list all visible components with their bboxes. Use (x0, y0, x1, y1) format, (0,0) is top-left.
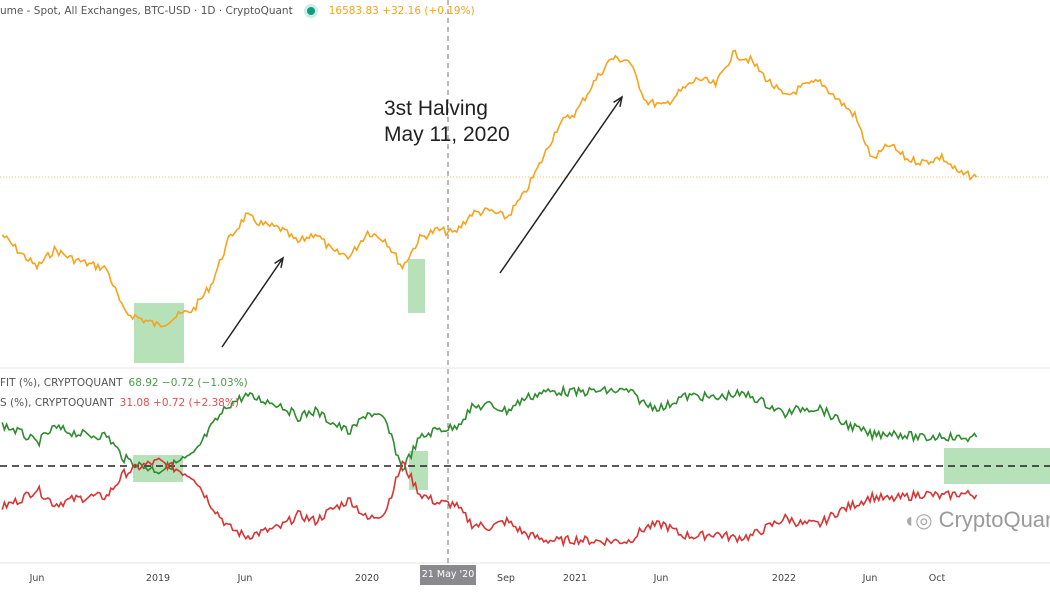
x-tick-label: Jun (237, 573, 253, 584)
highlight-box (134, 303, 184, 363)
trend-arrow (221, 257, 284, 348)
loss-line (1, 457, 978, 548)
live-status-dot-icon (306, 7, 315, 15)
price-line (1, 49, 978, 328)
main-legend: ume - Spot, All Exchanges, BTC-USD · 1D … (0, 5, 475, 17)
profit-readout: 68.92 −0.72 (−1.03%) (128, 377, 248, 389)
crosshair-date-label: 21 May '20 (420, 565, 476, 585)
profit-legend-label: FIT (%), CRYPTOQUANT (0, 377, 123, 389)
halving-annotation: 3st Halving May 11, 2020 (384, 97, 510, 146)
arrow-head-icon (613, 95, 624, 107)
x-tick-label: Sep (497, 573, 515, 584)
loss-legend-label: S (%), CRYPTOQUANT (0, 397, 114, 409)
profit-line (1, 384, 978, 475)
price-readout: 16583.83 +32.16 (+0.19%) (328, 5, 475, 17)
x-tick-label: Jun (653, 573, 669, 584)
watermark-logo-icon: ◖◎ (903, 510, 933, 532)
x-tick-label: 2019 (145, 573, 171, 584)
x-tick-label: 2021 (562, 573, 588, 584)
loss-legend: S (%), CRYPTOQUANT 31.08 +0.72 (+2.38%) (0, 397, 239, 409)
watermark: ◖◎ CryptoQuant (903, 507, 1050, 533)
profit-legend: FIT (%), CRYPTOQUANT 68.92 −0.72 (−1.03%) (0, 377, 248, 389)
x-tick-label: Jun (862, 573, 878, 584)
arrow-head-icon (274, 256, 285, 268)
x-tick-label: Jun (29, 573, 45, 584)
x-tick-label: Oct (928, 573, 946, 584)
trend-arrow (499, 96, 623, 274)
watermark-text: CryptoQuant (938, 507, 1050, 532)
loss-readout: 31.08 +0.72 (+2.38%) (119, 397, 239, 409)
highlight-box (408, 259, 425, 313)
x-tick-label: 2020 (354, 573, 380, 584)
lower-highlight-box (409, 451, 428, 490)
series-title: ume - Spot, All Exchanges, BTC-USD · 1D … (0, 5, 293, 17)
x-tick-label: 2022 (771, 573, 797, 584)
